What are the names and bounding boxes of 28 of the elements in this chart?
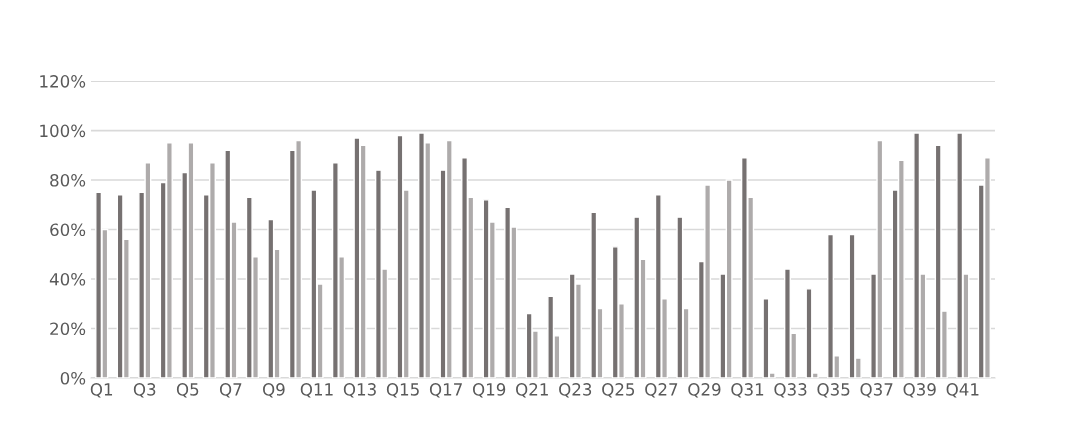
x-tick-label: Q37 [860,383,893,398]
y-tick-label: 80% [50,174,86,187]
x-tick-label: Q3 [133,383,156,398]
y-tick-label: 40% [49,272,86,286]
x-tick-label: Q27 [645,383,678,398]
x-tick-label: Q23 [559,383,592,398]
x-tick-label: Q13 [343,383,376,398]
x-tick-label: Q25 [602,383,635,398]
y-tick-label: 60% [50,223,86,237]
x-tick-label: Q9 [263,383,285,398]
y-tick-label: 100% [40,124,86,138]
x-tick-label: Q11 [300,383,333,398]
y-tick-label: 120% [40,75,86,88]
x-tick-label: Q41 [946,383,979,398]
x-tick-label: Q35 [817,383,850,398]
x-tick-label: Q19 [472,383,506,398]
x-tick-label: Q5 [176,383,199,398]
x-tick-label: Q17 [429,383,462,398]
x-tick-label: Q33 [774,383,807,398]
x-tick-label: Q15 [386,383,419,398]
x-tick-label: Q7 [219,383,242,398]
y-tick-label: 0% [60,371,86,385]
y-tick-label: 20% [50,322,86,336]
x-tick-label: Q21 [516,383,548,398]
x-tick-label: Q31 [731,383,764,398]
x-tick-label: Q29 [688,383,721,398]
x-tick-label: Q39 [903,383,936,398]
x-tick-label: Q1 [90,383,113,398]
